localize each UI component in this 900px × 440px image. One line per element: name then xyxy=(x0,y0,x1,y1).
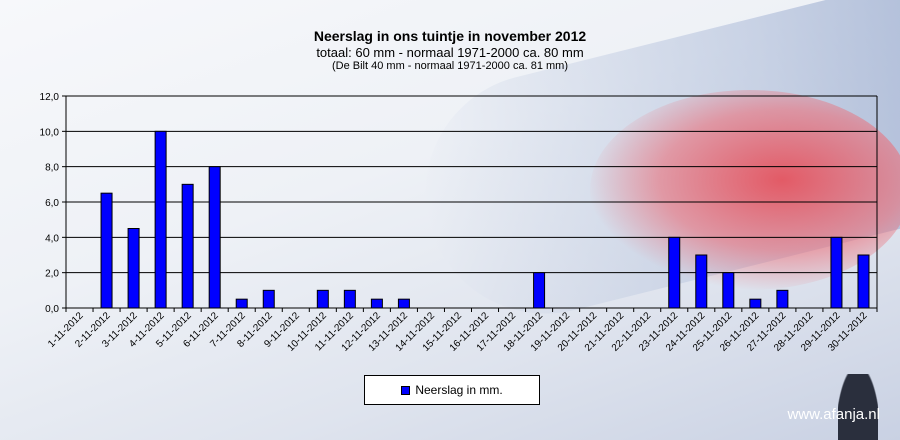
chart-subtitle: totaal: 60 mm - normaal 1971-2000 ca. 80… xyxy=(316,45,584,60)
bar xyxy=(343,289,356,309)
bar xyxy=(262,289,275,309)
bar xyxy=(370,298,383,309)
logo-silhouette xyxy=(838,374,878,440)
y-tick-label: 4,0 xyxy=(45,233,59,244)
y-tick-label: 10,0 xyxy=(40,127,60,138)
y-tick-label: 2,0 xyxy=(45,269,59,280)
bar xyxy=(235,298,248,309)
chart-subtitle-2: (De Bilt 40 mm - normaal 1971-2000 ca. 8… xyxy=(332,60,568,72)
bar xyxy=(316,289,329,309)
bar xyxy=(776,289,789,309)
y-tick-label: 0,0 xyxy=(45,304,59,315)
watermark: www.afanja.nl xyxy=(787,406,880,423)
legend: Neerslag in mm. xyxy=(364,375,540,405)
bar xyxy=(668,236,681,309)
y-tick-label: 8,0 xyxy=(45,163,59,174)
bar xyxy=(533,272,546,309)
y-tick-label: 6,0 xyxy=(45,198,59,209)
bar xyxy=(208,166,221,309)
bar xyxy=(397,298,410,309)
legend-swatch xyxy=(401,385,411,395)
bar xyxy=(154,130,167,309)
bar xyxy=(127,228,140,309)
background-heart xyxy=(590,90,900,290)
chart-title: Neerslag in ons tuintje in november 2012 xyxy=(313,28,587,44)
bar xyxy=(181,183,194,309)
bar xyxy=(749,298,762,309)
legend-label: Neerslag in mm. xyxy=(415,383,503,397)
bar xyxy=(857,254,870,309)
bar xyxy=(722,272,735,309)
bar xyxy=(695,254,708,309)
y-tick-label: 12,0 xyxy=(40,92,60,103)
bar xyxy=(830,236,843,309)
bar xyxy=(100,192,113,309)
